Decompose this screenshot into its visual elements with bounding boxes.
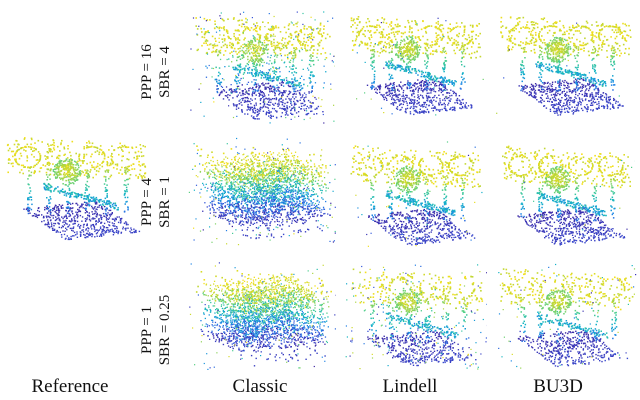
panel-classic-row3 [188,255,336,375]
point-cloud-classic-ppp1 [189,262,336,370]
point-cloud-classic-ppp4 [188,137,336,246]
column-label-classic: Classic [232,376,288,397]
panel-bu3d-row1 [495,5,635,125]
point-cloud-reference [6,137,147,241]
panel-classic-row1 [190,5,335,130]
point-cloud-lindell-ppp1 [345,264,487,370]
panel-classic-row2 [188,132,336,250]
point-cloud-bu3d-ppp1 [498,263,637,369]
row-1-sbr: SBR = 4 [157,46,173,98]
row-2-sbr: SBR = 1 [157,176,173,228]
row-label-1: PPP = 16 SBR = 4 [138,22,178,122]
panel-bu3d-row2 [495,135,635,255]
column-label-lindell: Lindell [382,376,438,397]
column-label-reference: Reference [31,376,109,397]
point-cloud-lindell-ppp16 [350,16,484,116]
row-1-ppp: PPP = 16 [139,44,155,100]
point-cloud-bu3d-ppp16 [496,16,632,116]
panel-lindell-row2 [345,135,485,255]
panel-lindell-row3 [345,258,487,376]
panel-reference [0,125,150,250]
point-cloud-bu3d-ppp4 [502,145,635,246]
point-cloud-classic-ppp16 [190,11,335,124]
row-label-3: PPP = 1 SBR = 0.25 [138,280,178,380]
column-label-bu3d: BU3D [533,376,583,397]
point-cloud-lindell-ppp4 [350,141,483,247]
panel-lindell-row1 [345,5,485,125]
panel-bu3d-row3 [495,258,637,376]
row-3-ppp: PPP = 1 [139,306,155,354]
row-3-sbr: SBR = 0.25 [157,294,173,366]
